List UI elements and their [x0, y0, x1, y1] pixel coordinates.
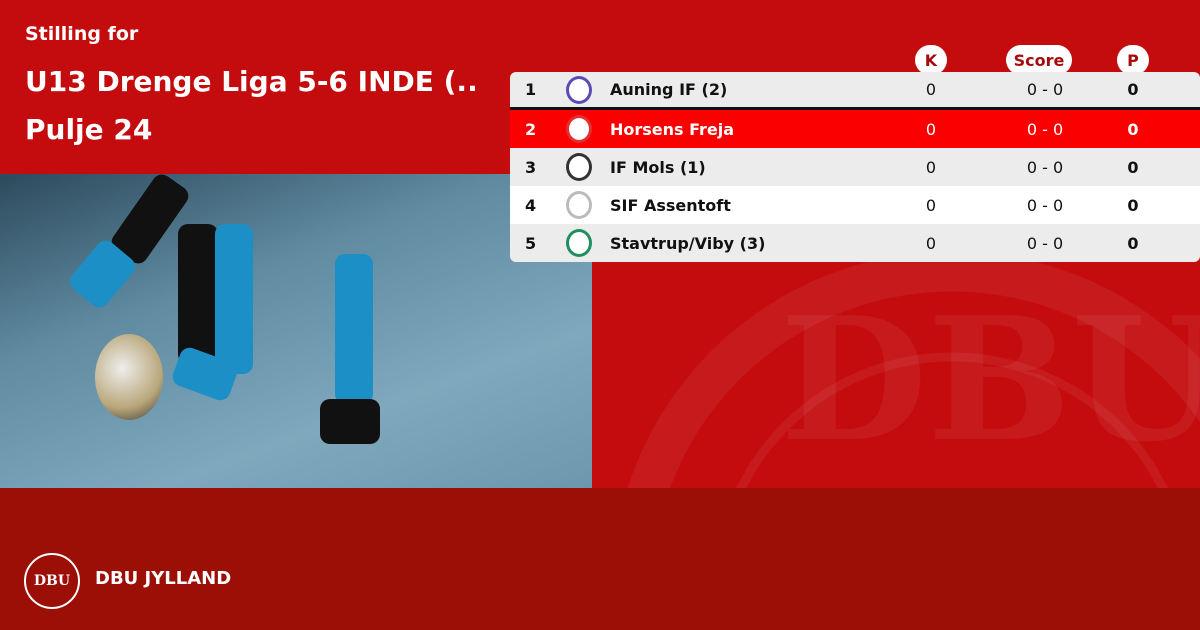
- title-line: U13 Drenge Liga 5-6 INDE (..: [25, 65, 478, 98]
- footer: [0, 488, 1200, 630]
- team-name[interactable]: Horsens Freja: [610, 119, 735, 139]
- table-row[interactable]: 5 Stavtrup/Viby (3) 0 0 - 0 0: [510, 224, 1200, 262]
- points: 0: [1127, 195, 1139, 215]
- matches-played: 0: [925, 119, 937, 139]
- position: 4: [525, 195, 537, 215]
- score: 0 - 0: [1026, 157, 1064, 177]
- matches-played: 0: [925, 195, 937, 215]
- football: [95, 334, 163, 420]
- score: 0 - 0: [1026, 80, 1064, 99]
- watermark-crest: [592, 262, 1200, 488]
- team-crest-icon: [566, 153, 592, 181]
- table-row[interactable]: 2 Horsens Freja 0 0 - 0 0: [510, 110, 1200, 148]
- table-row[interactable]: 3 IF Mols (1) 0 0 - 0 0: [510, 148, 1200, 186]
- page-title: U13 Drenge Liga 5-6 INDE (.. Pulje 24: [25, 58, 478, 154]
- position: 1: [525, 80, 537, 99]
- position: 2: [525, 119, 537, 139]
- column-header-score[interactable]: Score: [1006, 45, 1072, 75]
- points: 0: [1127, 80, 1139, 99]
- table-row[interactable]: 4 SIF Assentoft 0 0 - 0 0: [510, 186, 1200, 224]
- subtitle: Stilling for: [25, 23, 139, 45]
- matches-played: 0: [925, 233, 937, 253]
- table-row[interactable]: 1 Auning IF (2) 0 0 - 0 0: [510, 72, 1200, 110]
- team-name[interactable]: IF Mols (1): [610, 157, 706, 177]
- team-crest-icon: [566, 191, 592, 219]
- matches-played: 0: [925, 157, 937, 177]
- team-crest-icon: [566, 115, 592, 143]
- position: 3: [525, 157, 537, 177]
- team-name[interactable]: SIF Assentoft: [610, 195, 731, 215]
- title-line: Pulje 24: [25, 113, 153, 146]
- team-name[interactable]: Stavtrup/Viby (3): [610, 233, 766, 253]
- position: 5: [525, 233, 537, 253]
- score: 0 - 0: [1026, 119, 1064, 139]
- team-crest-icon: [566, 229, 592, 257]
- matches-played: 0: [925, 80, 937, 99]
- points: 0: [1127, 157, 1139, 177]
- dbu-logo: DBU: [24, 553, 80, 609]
- score: 0 - 0: [1026, 195, 1064, 215]
- points: 0: [1127, 233, 1139, 253]
- watermark-text: DBU: [780, 280, 1200, 480]
- team-name[interactable]: Auning IF (2): [610, 80, 728, 99]
- column-header-p[interactable]: P: [1117, 45, 1149, 75]
- futsal-photo: [0, 174, 592, 488]
- column-header-k[interactable]: K: [915, 45, 947, 75]
- brand-name: DBU JYLLAND: [95, 568, 232, 589]
- points: 0: [1127, 119, 1139, 139]
- score: 0 - 0: [1026, 233, 1064, 253]
- team-crest-icon: [566, 75, 592, 104]
